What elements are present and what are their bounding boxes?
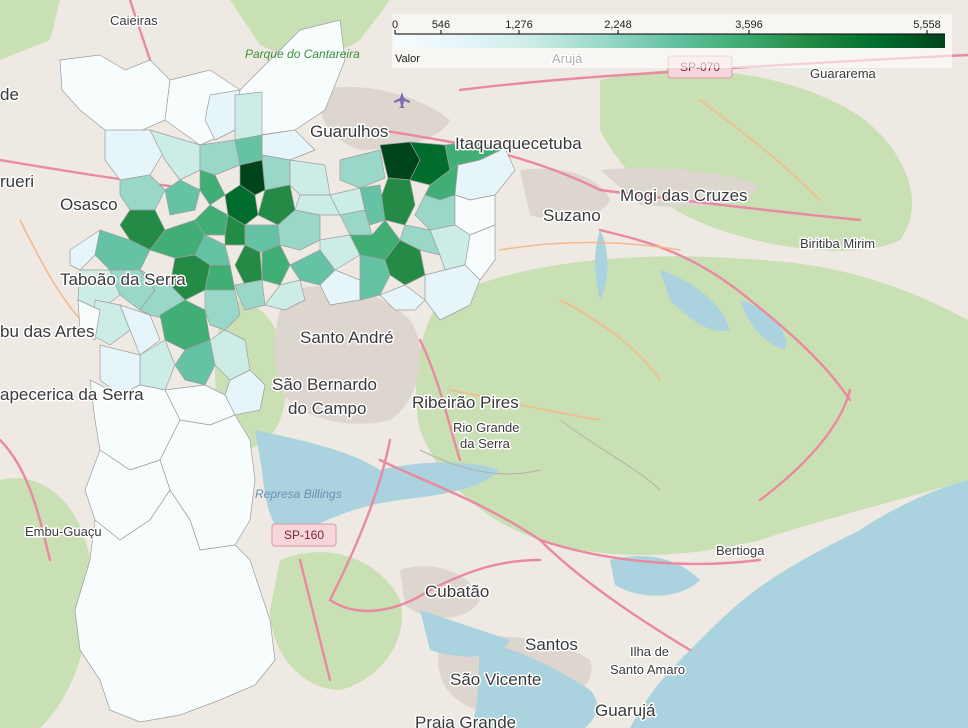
choropleth-districts[interactable]	[59, 19, 516, 723]
label-guarulhos: Guarulhos	[310, 122, 388, 141]
legend-tick-label: 3,596	[735, 19, 763, 31]
legend-tick-label: 0	[392, 19, 398, 31]
district-e-4	[264, 279, 306, 311]
legend-colorbar	[395, 34, 945, 48]
district-e-15	[464, 224, 496, 281]
map-labels: Caieiras Parque do Cantareira Guarulhos …	[0, 12, 878, 728]
label-rio-grande-1: Rio Grande	[453, 420, 519, 435]
district-ne-8	[339, 149, 386, 189]
legend-tick-label: 1,276	[505, 19, 533, 31]
label-ilha-1: Ilha de	[630, 644, 669, 659]
district-e-6	[319, 234, 361, 271]
legend: 0 546 1,276 2,248 3,596 5,558 Valor	[392, 14, 952, 68]
label-itaquaquecetuba: Itaquaquecetuba	[455, 134, 582, 153]
label-guaruja: Guarujá	[595, 701, 656, 720]
label-cubatao: Cubatão	[425, 582, 489, 601]
label-sao-vicente: São Vicente	[450, 670, 541, 689]
label-guararema: Guararema	[810, 66, 877, 81]
district-e-17	[379, 284, 426, 311]
legend-caption: Valor	[395, 53, 420, 65]
label-santo-andre: Santo André	[300, 328, 394, 347]
label-barueri: rueri	[0, 172, 34, 191]
district-west-9	[199, 169, 226, 206]
legend-tick-label: 2,248	[604, 19, 632, 31]
district-center-3	[257, 184, 296, 226]
ocean	[630, 480, 968, 728]
label-sao-bernardo-1: São Bernardo	[272, 375, 377, 394]
district-fw-1	[69, 229, 101, 271]
district-center-4	[194, 204, 229, 236]
airplane-icon	[394, 92, 410, 108]
district-e-3	[234, 279, 266, 311]
label-suzano: Suzano	[543, 206, 601, 225]
legend-tick-label: 5,558	[913, 19, 941, 31]
district-west-8	[164, 179, 201, 216]
road-shield-sp160: SP-160	[271, 523, 337, 547]
label-ribeirao: Ribeirão Pires	[412, 393, 519, 412]
label-rio-grande-2: da Serra	[460, 436, 511, 451]
district-s-4	[74, 489, 276, 723]
district-west-3	[199, 139, 241, 176]
district-north-5	[234, 91, 263, 141]
district-center-5	[224, 214, 246, 246]
label-bertioga: Bertioga	[716, 543, 765, 558]
district-north-4	[204, 89, 241, 141]
district-w-3	[77, 269, 121, 311]
label-biritiba: Biritiba Mirim	[800, 236, 875, 251]
label-santos: Santos	[525, 635, 578, 654]
label-taboao: Taboão da Serra	[60, 270, 186, 289]
bay	[470, 640, 597, 728]
district-center-2	[239, 159, 266, 196]
district-west-4	[234, 134, 263, 166]
legend-ticks: 0 546 1,276 2,248 3,596 5,558	[392, 19, 941, 34]
label-sao-bernardo-2: do Campo	[288, 399, 366, 418]
label-embu-artes: bu das Artes	[0, 322, 95, 341]
label-embu-guacu: Embu-Guaçu	[25, 524, 102, 539]
district-west-2	[149, 129, 201, 181]
district-ne-7	[359, 184, 386, 226]
roads	[0, 0, 968, 682]
district-west-5	[261, 154, 291, 191]
district-e-16	[424, 264, 481, 321]
legend-tick-label: 546	[432, 19, 450, 31]
district-west-6	[289, 159, 331, 196]
district-center-6	[244, 224, 281, 253]
label-praia-grande: Praia Grande	[415, 713, 516, 728]
district-e-2	[261, 244, 291, 286]
district-w-11	[119, 304, 161, 356]
label-parque: Parque do Cantareira	[245, 47, 360, 61]
label-ilha-2: Santo Amaro	[610, 662, 685, 677]
label-caieiras: Caieiras	[110, 13, 158, 28]
label-represa: Represa Billings	[255, 487, 342, 501]
label-left-de: de	[0, 85, 19, 104]
label-mogi: Mogi das Cruzes	[620, 186, 748, 205]
label-itapecerica: apecerica da Serra	[0, 385, 144, 404]
district-fw-2	[77, 299, 101, 341]
label-osasco: Osasco	[60, 195, 118, 214]
sp160-label: SP-160	[284, 528, 324, 542]
